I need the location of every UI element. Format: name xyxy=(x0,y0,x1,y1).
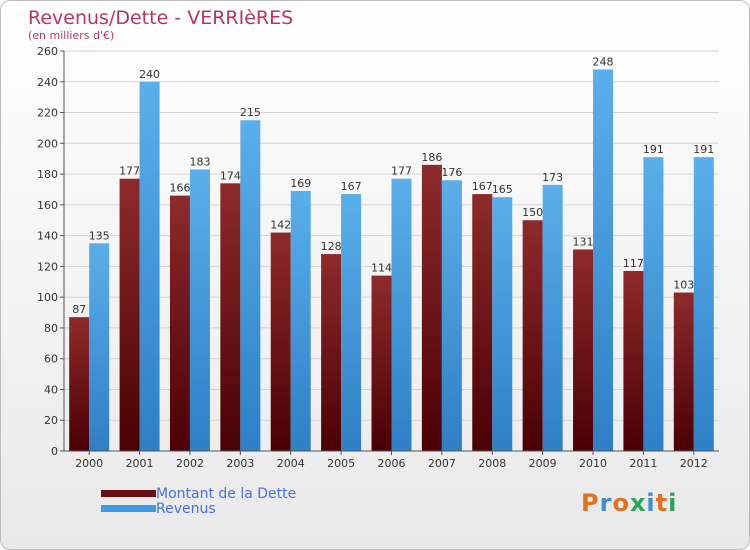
y-tick-label: 200 xyxy=(37,137,58,150)
value-label-dette: 128 xyxy=(321,240,342,253)
bar-revenus xyxy=(693,157,714,451)
value-label-revenus: 167 xyxy=(341,180,362,193)
x-tick-label: 2007 xyxy=(428,457,456,470)
chart-title: Revenus/Dette - VERRIèRES xyxy=(28,7,294,29)
logo-letter: x xyxy=(629,489,647,517)
value-label-revenus: 215 xyxy=(240,106,261,119)
bar-dette xyxy=(220,183,241,452)
y-tick-label: 60 xyxy=(44,353,58,366)
value-label-dette: 166 xyxy=(169,182,190,195)
legend-swatch-revenus xyxy=(101,505,156,512)
bar-dette xyxy=(472,194,493,452)
value-label-dette: 103 xyxy=(673,279,694,292)
logo-letter: t xyxy=(655,489,669,517)
bar-dette xyxy=(573,249,594,451)
y-tick-label: 140 xyxy=(37,230,58,243)
value-label-revenus: 135 xyxy=(89,229,110,242)
bar-revenus xyxy=(341,194,362,452)
bar-dette xyxy=(421,164,442,451)
value-label-revenus: 240 xyxy=(139,68,160,81)
y-tick-label: 220 xyxy=(37,107,58,120)
bar-revenus xyxy=(441,180,462,451)
bar-revenus xyxy=(542,184,563,451)
y-tick-label: 240 xyxy=(37,76,58,89)
value-label-revenus: 191 xyxy=(693,143,714,156)
value-label-dette: 131 xyxy=(573,235,594,248)
bar-dette xyxy=(371,275,392,451)
value-label-revenus: 177 xyxy=(391,165,412,178)
value-label-dette: 177 xyxy=(119,165,140,178)
x-tick-label: 2004 xyxy=(277,457,305,470)
value-label-dette: 87 xyxy=(72,303,86,316)
bar-revenus xyxy=(593,69,614,451)
bar-dette xyxy=(169,195,190,451)
value-label-dette: 150 xyxy=(522,206,543,219)
value-label-revenus: 173 xyxy=(542,171,563,184)
y-tick-label: 180 xyxy=(37,168,58,181)
x-tick-label: 2000 xyxy=(75,457,103,470)
chart-subtitle: (en milliers d'€) xyxy=(28,29,115,42)
bar-dette xyxy=(673,292,694,451)
logo-letter: r xyxy=(599,489,613,517)
y-tick-label: 80 xyxy=(44,322,58,335)
axes: 0 20 40 60 80 100 120 140 160 180 200 220 240 260 2000… xyxy=(37,45,719,470)
value-label-revenus: 169 xyxy=(290,177,311,190)
bar-revenus xyxy=(290,191,311,451)
legend-label-dette: Montant de la Dette xyxy=(156,486,297,502)
x-tick-label: 2001 xyxy=(126,457,154,470)
bar-revenus xyxy=(240,120,261,451)
logo-letter: i xyxy=(646,489,656,517)
logo-letter: P xyxy=(581,489,600,517)
value-label-dette: 142 xyxy=(270,219,291,232)
x-tick-label: 2011 xyxy=(629,457,657,470)
bar-revenus xyxy=(643,157,664,451)
logo-letter: i xyxy=(668,489,678,517)
y-tick-label: 0 xyxy=(51,445,58,458)
bar-dette xyxy=(69,317,90,451)
y-tick-label: 120 xyxy=(37,260,58,273)
value-label-dette: 167 xyxy=(472,180,493,193)
bar-revenus xyxy=(391,178,412,451)
value-label-revenus: 248 xyxy=(593,55,614,68)
y-tick-label: 160 xyxy=(37,199,58,212)
bar-revenus xyxy=(189,169,210,451)
x-tick-label: 2003 xyxy=(226,457,254,470)
value-labels: 87 135 177 240 166 183 174 215 142 169 128 167 114 17… xyxy=(72,55,714,316)
value-label-dette: 114 xyxy=(371,262,392,275)
proxiti-logo: Proxiti xyxy=(581,489,677,517)
y-tick-label: 20 xyxy=(44,414,58,427)
bar-dette xyxy=(270,232,291,451)
value-label-revenus: 176 xyxy=(441,166,462,179)
x-tick-label: 2009 xyxy=(529,457,557,470)
legend-label-revenus: Revenus xyxy=(156,501,216,517)
x-tick-label: 2008 xyxy=(478,457,506,470)
x-tick-label: 2010 xyxy=(579,457,607,470)
value-label-revenus: 191 xyxy=(643,143,664,156)
bars xyxy=(69,69,714,452)
x-tick-label: 2002 xyxy=(176,457,204,470)
bar-dette xyxy=(623,271,644,451)
value-label-revenus: 183 xyxy=(189,155,210,168)
bar-dette xyxy=(522,220,543,451)
legend-swatch-dette xyxy=(101,490,156,497)
value-label-dette: 186 xyxy=(421,151,442,164)
bar-revenus xyxy=(89,243,110,451)
x-tick-label: 2005 xyxy=(327,457,355,470)
y-tick-label: 260 xyxy=(37,45,58,58)
value-label-dette: 117 xyxy=(623,257,644,270)
bar-dette xyxy=(321,254,342,451)
x-tick-label: 2006 xyxy=(378,457,406,470)
y-tick-label: 40 xyxy=(44,383,58,396)
bar-dette xyxy=(119,178,140,451)
logo-letter: o xyxy=(612,489,630,517)
bar-revenus xyxy=(492,197,513,451)
bar-revenus xyxy=(139,81,160,452)
y-tick-label: 100 xyxy=(37,291,58,304)
value-label-dette: 174 xyxy=(220,169,241,182)
value-label-revenus: 165 xyxy=(492,183,513,196)
x-tick-label: 2012 xyxy=(680,457,708,470)
